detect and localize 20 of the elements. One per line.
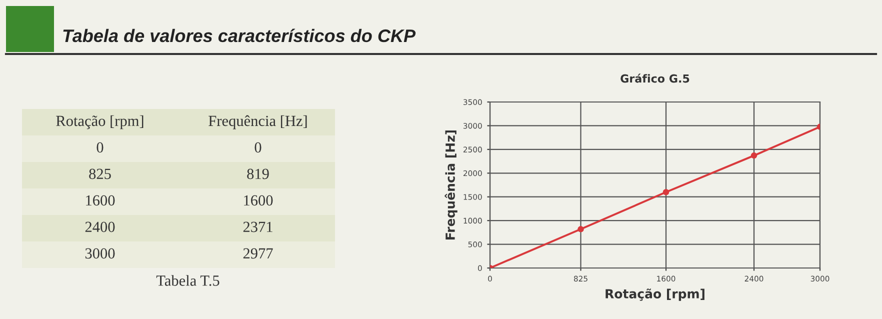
text: Frequência [Hz] [208,115,307,130]
y-axis-title: Frequência [Hz] [444,130,458,240]
text: 1600 [86,195,115,206]
point [578,226,584,232]
chart-subtitle: Gráfico G.5 [620,74,690,83]
point [750,152,758,159]
text: Tabela T.5 [156,275,220,286]
text: 0 [254,142,262,153]
text: 3000 [85,248,115,259]
text: 0 [96,142,104,153]
text: 2400 [85,222,115,232]
point [662,188,670,196]
text: 825 [89,168,111,180]
text: 819 [247,168,269,180]
text: 1600 [244,195,273,206]
text: Tabela de valores característicos do CKP [63,28,416,42]
text: 2371 [243,222,272,232]
text: Rotação [rpm] [56,115,144,130]
x-axis-title: Rotação [rpm] [606,288,704,301]
text: 2977 [243,248,273,259]
